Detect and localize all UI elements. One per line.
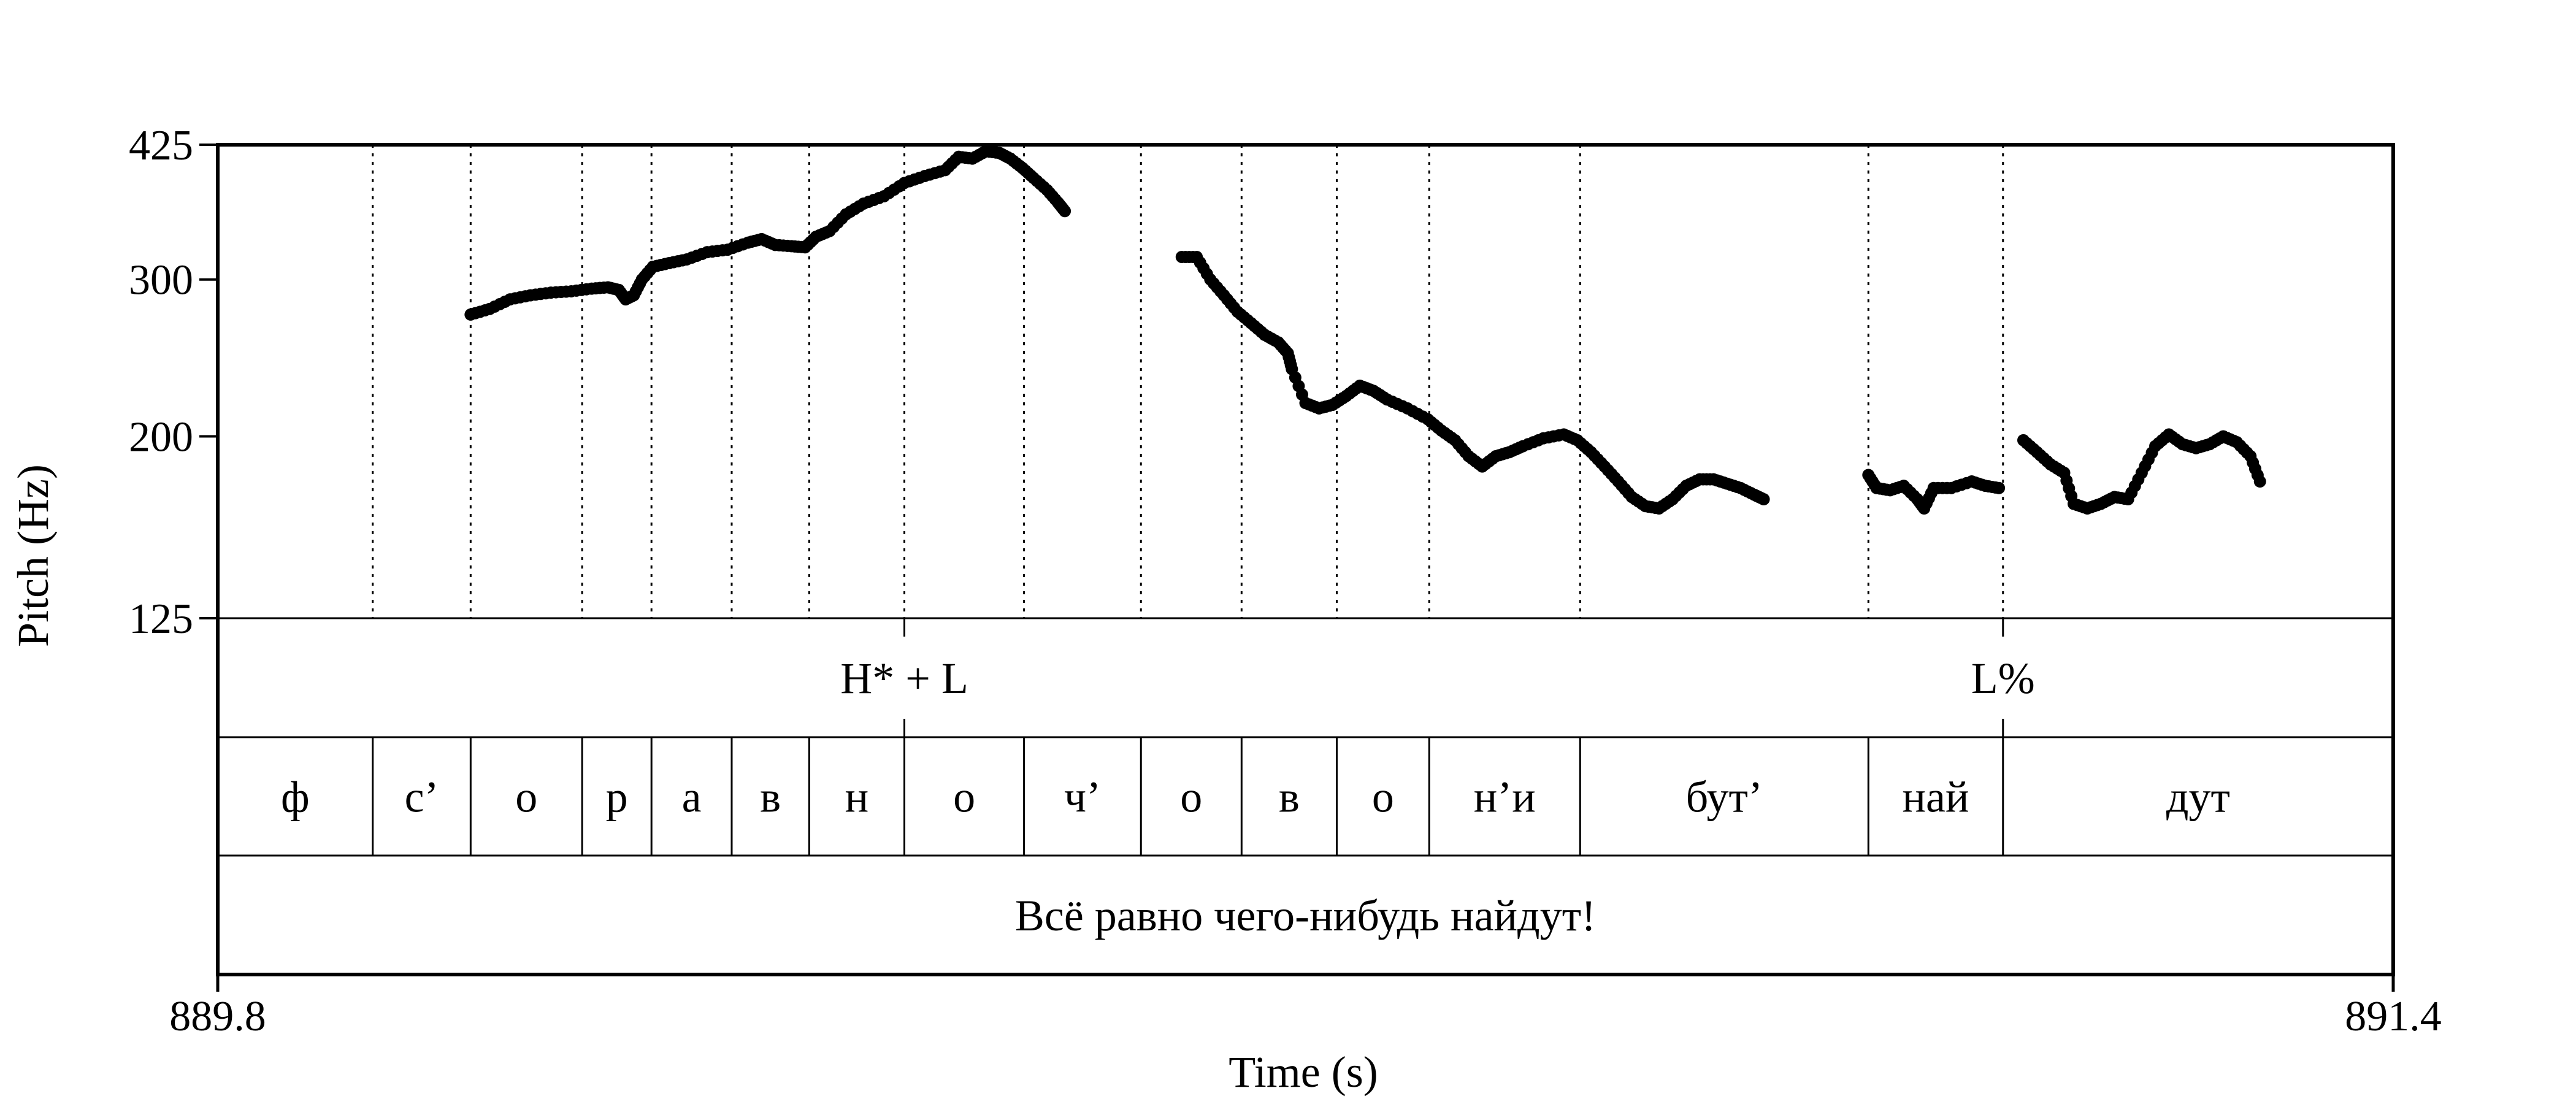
pitch-point <box>1757 493 1770 506</box>
segment-label: р <box>606 773 628 822</box>
segment-label: н <box>845 773 869 822</box>
segment-label: н’и <box>1474 773 1536 822</box>
segment-label: най <box>1903 773 1969 822</box>
segment-label: в <box>1279 773 1300 822</box>
pitch-point <box>1993 481 2006 494</box>
segment-label: с’ <box>405 773 439 822</box>
x-tick-label: 889.8 <box>169 993 266 1040</box>
segment-label: о <box>953 773 975 822</box>
segment-label: а <box>682 773 702 822</box>
x-axis-title: Time (s) <box>1229 1048 1378 1097</box>
segment-label: в <box>760 773 781 822</box>
segment-label: о <box>515 773 537 822</box>
x-tick-label: 891.4 <box>2345 993 2442 1040</box>
segment-label: о <box>1180 773 1202 822</box>
segment-label: бут’ <box>1686 773 1763 822</box>
y-tick-label: 200 <box>129 414 193 461</box>
y-tick-label: 125 <box>129 596 193 643</box>
tone-label: L% <box>1971 654 2035 703</box>
y-tick-label: 300 <box>129 257 193 304</box>
segment-label: ч’ <box>1064 773 1101 822</box>
segment-label: о <box>1372 773 1394 822</box>
tone-label: H* + L <box>840 654 968 703</box>
chart-frame <box>216 143 2395 976</box>
pitch-point <box>2253 475 2266 488</box>
y-axis-title: Pitch (Hz) <box>9 464 58 647</box>
y-tick-label: 425 <box>129 122 193 169</box>
segment-label: дут <box>2166 773 2230 822</box>
pitch-point <box>1059 205 1071 218</box>
segment-label: ф <box>281 773 310 822</box>
sentence-label: Всё равно чего-нибудь найдут! <box>1015 891 1596 940</box>
